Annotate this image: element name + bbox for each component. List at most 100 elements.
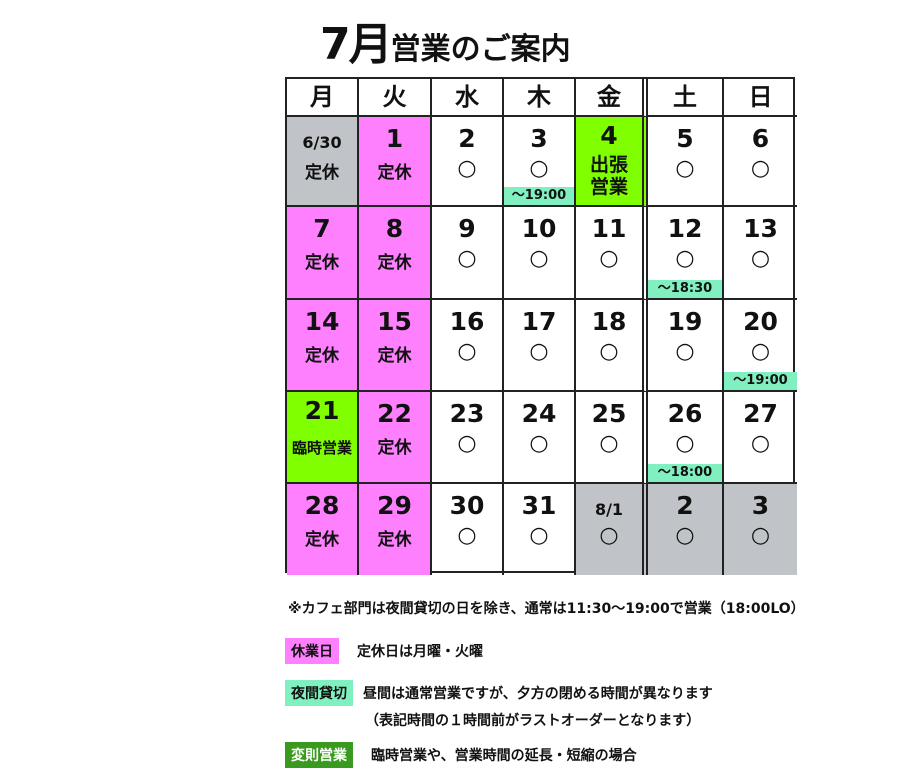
day-status: ○ xyxy=(457,246,477,271)
day-cell: 8 定休 xyxy=(359,207,432,300)
day-cell: 11 ○ xyxy=(576,207,648,300)
day-date: 30 xyxy=(449,491,485,520)
day-date: 5 xyxy=(676,124,694,153)
day-status: ○ xyxy=(529,246,549,271)
day-date: 7 xyxy=(313,214,331,243)
day-status: ○ xyxy=(457,339,477,364)
legend-text: 臨時営業や、営業時間の延長・短縮の場合 xyxy=(371,748,637,764)
legend-holiday: 休業日 定休日は月曜・火曜 xyxy=(285,638,483,664)
day-status: ○ xyxy=(529,431,549,456)
day-cell: 19 ○ xyxy=(648,300,724,392)
day-date: 25 xyxy=(591,399,627,428)
day-status: 定休 xyxy=(305,346,339,366)
day-status: ○ xyxy=(750,339,771,364)
title-text: 営業のご案内 xyxy=(390,32,571,67)
day-status: 定休 xyxy=(305,530,339,550)
night-rental-note: ～18:00 xyxy=(648,464,722,482)
day-date: 12 xyxy=(667,214,703,243)
day-cell: 22 定休 xyxy=(359,392,432,484)
day-cell: 14 定休 xyxy=(287,300,359,392)
day-date: 17 xyxy=(521,307,557,336)
day-cell: 18 ○ xyxy=(576,300,648,392)
weekday-header: 金 xyxy=(576,79,648,117)
day-cell: 4 出張営業 xyxy=(576,117,648,207)
day-status: 定休 xyxy=(377,253,412,273)
day-date: 8/1 xyxy=(594,500,624,519)
day-cell: 3 ○ ～19:00 xyxy=(504,117,576,207)
day-date: 22 xyxy=(377,399,412,428)
day-cell: 30 ○ xyxy=(432,484,504,575)
day-cell: 12 ○ ～18:30 xyxy=(648,207,724,300)
day-cell: 26 ○ ～18:00 xyxy=(648,392,724,484)
day-date: 13 xyxy=(743,214,778,243)
day-date: 23 xyxy=(449,399,485,428)
day-status: ○ xyxy=(675,339,695,364)
day-status: ○ xyxy=(529,523,549,548)
day-cell: 24 ○ xyxy=(504,392,576,484)
day-date: 27 xyxy=(743,399,778,428)
day-cell: 25 ○ xyxy=(576,392,648,484)
day-cell: 2 ○ xyxy=(432,117,504,207)
day-status: ○ xyxy=(599,523,619,548)
day-status: 定休 xyxy=(377,346,412,366)
weekday-header: 日 xyxy=(724,79,797,117)
day-date: 21 xyxy=(304,396,340,425)
legend-night-rental: 夜間貸切 昼間は通常営業ですが、夕方の閉める時間が異なります （表記時間の１時間前… xyxy=(285,680,713,730)
day-cell: 17 ○ xyxy=(504,300,576,392)
day-cell: 6 ○ xyxy=(724,117,797,207)
day-cell: 8/1 ○ xyxy=(576,484,648,575)
day-cell: 13 ○ xyxy=(724,207,797,300)
day-cell: 5 ○ xyxy=(648,117,724,207)
day-cell: 3 ○ xyxy=(724,484,797,575)
day-status: ○ xyxy=(457,523,477,548)
day-status: 定休 xyxy=(377,163,412,183)
day-cell: 6/30 定休 xyxy=(287,117,359,207)
day-cell: 31 ○ xyxy=(504,484,576,575)
day-cell: 23 ○ xyxy=(432,392,504,484)
day-date: 4 xyxy=(600,121,618,150)
day-status: ○ xyxy=(750,246,771,271)
day-date: 6 xyxy=(751,124,770,153)
title-month: 7月 xyxy=(320,19,393,70)
night-rental-note: ～18:30 xyxy=(648,280,722,298)
weekday-header: 火 xyxy=(359,79,432,117)
day-date: 16 xyxy=(449,307,485,336)
day-status: ○ xyxy=(675,156,695,181)
day-status: 臨時営業 xyxy=(291,439,352,457)
weekday-header: 木 xyxy=(504,79,576,117)
day-date: 1 xyxy=(385,124,404,153)
day-status: ○ xyxy=(599,339,619,364)
footnote: ※カフェ部門は夜間貸切の日を除き、通常は11:30～19:00で営業（18:00… xyxy=(288,601,805,617)
legend-text-2: （表記時間の１時間前がラストオーダーとなります） xyxy=(365,713,701,729)
day-status: ○ xyxy=(457,156,477,181)
day-cell: 27 ○ xyxy=(724,392,797,484)
day-status: ○ xyxy=(750,431,771,456)
day-date: 2 xyxy=(458,124,476,153)
day-date: 29 xyxy=(377,491,412,520)
day-date: 3 xyxy=(751,491,770,520)
day-status: 定休 xyxy=(305,163,339,183)
day-status: ○ xyxy=(675,246,695,271)
day-status: ○ xyxy=(529,339,549,364)
day-date: 9 xyxy=(458,214,476,243)
day-status: ○ xyxy=(675,523,695,548)
day-date: 18 xyxy=(591,307,627,336)
day-cell: 16 ○ xyxy=(432,300,504,392)
night-rental-note: ～19:00 xyxy=(724,372,797,390)
day-date: 15 xyxy=(377,307,412,336)
day-cell: 2 ○ xyxy=(648,484,724,575)
day-cell: 29 定休 xyxy=(359,484,432,575)
legend-badge-night: 夜間貸切 xyxy=(285,680,353,706)
weekday-header: 土 xyxy=(648,79,724,117)
day-date: 28 xyxy=(304,491,340,520)
weekday-header: 水 xyxy=(432,79,504,117)
day-cell: 28 定休 xyxy=(287,484,359,575)
day-status: ○ xyxy=(529,156,549,181)
day-status: ○ xyxy=(750,523,771,548)
day-date: 14 xyxy=(304,307,340,336)
day-status: ○ xyxy=(750,156,771,181)
day-date: 26 xyxy=(667,399,703,428)
day-date: 11 xyxy=(591,214,627,243)
day-cell: 7 定休 xyxy=(287,207,359,300)
day-date: 24 xyxy=(521,399,557,428)
